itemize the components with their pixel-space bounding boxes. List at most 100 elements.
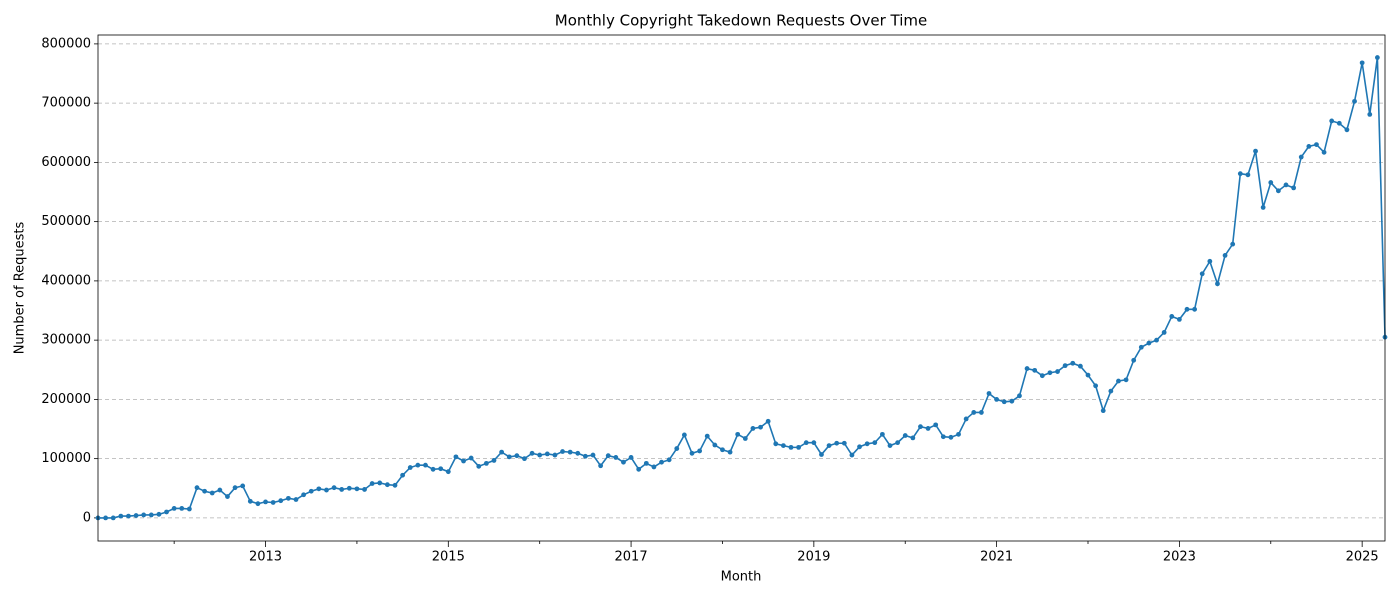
point xyxy=(278,498,284,504)
point xyxy=(758,424,763,430)
point xyxy=(316,486,322,492)
y-tick-label: 800000 xyxy=(41,36,91,51)
point xyxy=(681,432,687,438)
point xyxy=(1146,340,1152,346)
point xyxy=(392,482,398,488)
point xyxy=(468,455,474,461)
point xyxy=(674,446,680,451)
point xyxy=(483,460,489,466)
point xyxy=(1184,306,1190,312)
point xyxy=(1222,253,1228,258)
point xyxy=(247,498,253,504)
point xyxy=(727,449,733,455)
chart-title: Monthly Copyright Takedown Requests Over… xyxy=(555,12,927,30)
point xyxy=(461,458,466,464)
point xyxy=(1260,205,1266,210)
point xyxy=(1207,258,1213,264)
point xyxy=(476,463,482,469)
point xyxy=(1161,330,1167,335)
point xyxy=(765,418,771,424)
point xyxy=(1275,188,1281,194)
point xyxy=(910,435,916,441)
point xyxy=(430,466,436,472)
point xyxy=(209,490,215,496)
point xyxy=(308,488,314,494)
point xyxy=(324,487,329,493)
point xyxy=(171,506,177,511)
point xyxy=(255,501,261,507)
y-tick-label: 700000 xyxy=(41,96,91,111)
point xyxy=(225,494,230,499)
y-axis-label: Number of Requests xyxy=(13,221,28,354)
point xyxy=(780,443,786,449)
point xyxy=(438,466,444,472)
point xyxy=(522,456,527,462)
point xyxy=(110,515,116,521)
point xyxy=(1253,148,1258,154)
point xyxy=(240,483,246,489)
point xyxy=(1093,383,1099,389)
point xyxy=(1321,149,1327,155)
point xyxy=(735,431,741,437)
point xyxy=(103,515,109,521)
point xyxy=(598,463,604,469)
point xyxy=(773,441,779,447)
point xyxy=(720,447,725,453)
point xyxy=(643,460,649,466)
point xyxy=(179,506,185,511)
point xyxy=(453,454,459,460)
point xyxy=(666,457,672,463)
point xyxy=(994,396,1000,402)
y-tick-label: 100000 xyxy=(41,451,91,466)
point xyxy=(1032,367,1038,373)
point xyxy=(575,450,581,456)
line xyxy=(98,57,1386,519)
point xyxy=(834,440,840,446)
point xyxy=(499,449,505,455)
point xyxy=(1314,142,1319,148)
point xyxy=(1306,143,1312,149)
point xyxy=(1245,172,1251,178)
point xyxy=(1055,369,1060,374)
point xyxy=(590,452,596,458)
point xyxy=(1176,317,1182,322)
y-tick-label: 400000 xyxy=(41,273,91,288)
point xyxy=(506,454,512,460)
point xyxy=(712,442,718,448)
x-tick-label: 2017 xyxy=(615,550,648,565)
point xyxy=(819,452,824,457)
point xyxy=(879,431,885,437)
point xyxy=(841,440,847,446)
point xyxy=(651,464,657,470)
point xyxy=(1367,111,1373,117)
point xyxy=(423,462,428,468)
point xyxy=(544,451,550,457)
point xyxy=(1017,393,1022,399)
point xyxy=(636,466,642,472)
point xyxy=(514,453,520,459)
point xyxy=(1230,241,1236,247)
point xyxy=(1199,271,1205,277)
point xyxy=(362,487,367,492)
point xyxy=(750,426,756,431)
x-tick-label: 2015 xyxy=(432,550,465,565)
point xyxy=(796,444,802,450)
y-tick-label: 0 xyxy=(83,510,91,525)
point xyxy=(445,469,451,475)
x-tick-label: 2025 xyxy=(1346,550,1379,565)
y-tick-label: 600000 xyxy=(41,155,91,170)
point xyxy=(293,497,299,502)
point xyxy=(1100,408,1106,414)
x-tick-label: 2021 xyxy=(980,550,1013,565)
point xyxy=(126,513,131,519)
point xyxy=(1329,118,1335,124)
point xyxy=(141,512,147,518)
point xyxy=(164,509,169,515)
point xyxy=(1298,154,1304,160)
point xyxy=(285,495,291,501)
point xyxy=(1116,378,1121,384)
x-tick-label: 2023 xyxy=(1163,550,1196,565)
point xyxy=(1131,357,1137,363)
point xyxy=(270,500,276,505)
point xyxy=(918,424,923,430)
